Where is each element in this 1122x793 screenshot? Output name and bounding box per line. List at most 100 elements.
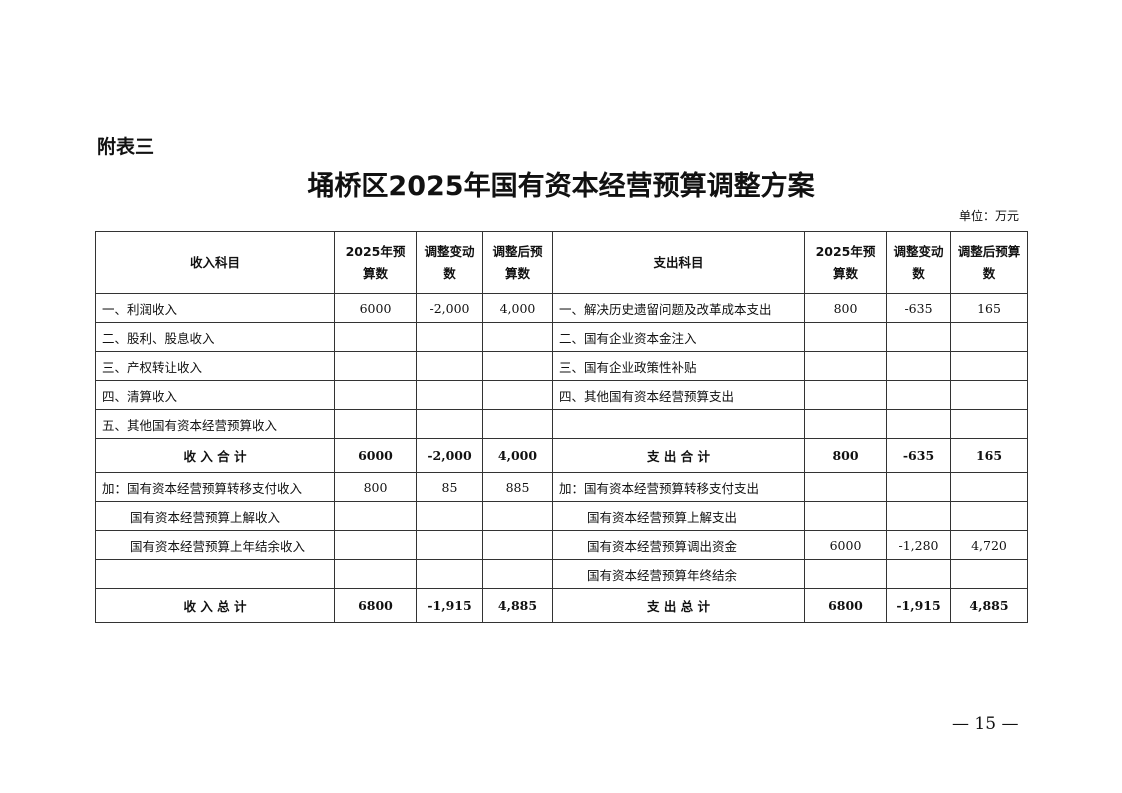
- right-budget-2025-cell: [804, 351, 887, 381]
- header-income-item: 收入科目: [95, 231, 335, 294]
- left-adjusted-budget-cell: 4,000: [482, 438, 553, 473]
- right-budget-2025-cell: [804, 380, 887, 410]
- right-adjusted-budget-cell: 165: [950, 438, 1028, 473]
- left-budget-2025-cell: [334, 501, 417, 531]
- right-budget-2025-cell: [804, 409, 887, 439]
- table-row: 加：国有资本经营预算转移支付收入 800 85 885 加：国有资本经营预算转移支付支出: [95, 472, 1028, 502]
- left-adjusted-budget-cell: 885: [482, 472, 553, 502]
- page-number: — 15 —: [952, 714, 1019, 734]
- header-expense-item: 支出科目: [552, 231, 805, 294]
- right-adjusted-budget-cell: 165: [950, 293, 1028, 323]
- right-adjust-change-cell: -635: [886, 438, 951, 473]
- left-adjust-change-cell: [416, 501, 483, 531]
- right-adjusted-budget-cell: [950, 559, 1028, 589]
- left-item-label: 国有资本经营预算上解收入: [95, 501, 335, 531]
- right-adjust-change-cell: [886, 501, 951, 531]
- table-row: 收 入 合 计 6000 -2,000 4,000 支 出 合 计 800 -635 165: [95, 438, 1028, 473]
- right-item-label: 国有资本经营预算上解支出: [552, 501, 805, 531]
- header-budget-2025: 2025年预算数: [334, 231, 417, 294]
- unit-label: 单位：万元: [958, 209, 1019, 223]
- right-adjust-change-cell: [886, 409, 951, 439]
- left-adjusted-budget-cell: 4,885: [482, 588, 553, 623]
- left-adjusted-budget-cell: [482, 530, 553, 560]
- left-item-label: 三、产权转让收入: [95, 351, 335, 381]
- left-adjusted-budget-cell: [482, 559, 553, 589]
- left-adjusted-budget-cell: [482, 380, 553, 410]
- page-title: 埇桥区2025年国有资本经营预算调整方案: [307, 171, 815, 202]
- right-adjust-change-cell: -1,280: [886, 530, 951, 560]
- left-adjust-change-cell: [416, 351, 483, 381]
- right-budget-2025-cell: [804, 501, 887, 531]
- left-adjusted-budget-cell: [482, 322, 553, 352]
- right-adjusted-budget-cell: 4,885: [950, 588, 1028, 623]
- left-item-label: 收 入 合 计: [95, 438, 335, 473]
- left-adjusted-budget-cell: [482, 351, 553, 381]
- right-item-label: 支 出 合 计: [552, 438, 805, 473]
- right-adjust-change-cell: -1,915: [886, 588, 951, 623]
- left-adjust-change-cell: [416, 380, 483, 410]
- left-adjust-change-cell: [416, 559, 483, 589]
- right-item-label: 支 出 总 计: [552, 588, 805, 623]
- left-adjust-change-cell: [416, 530, 483, 560]
- right-adjust-change-cell: [886, 380, 951, 410]
- right-budget-2025-cell: 6800: [804, 588, 887, 623]
- left-adjusted-budget-cell: 4,000: [482, 293, 553, 323]
- right-adjusted-budget-cell: [950, 501, 1028, 531]
- right-budget-2025-cell: 6000: [804, 530, 887, 560]
- left-budget-2025-cell: [334, 322, 417, 352]
- left-budget-2025-cell: 6000: [334, 293, 417, 323]
- right-adjusted-budget-cell: [950, 472, 1028, 502]
- table-row: 国有资本经营预算上年结余收入 国有资本经营预算调出资金 6000 -1,280 4,72…: [95, 530, 1028, 560]
- table-row: 国有资本经营预算年终结余: [95, 559, 1028, 589]
- right-budget-2025-cell: 800: [804, 438, 887, 473]
- left-budget-2025-cell: [334, 409, 417, 439]
- table-row: 二、股利、股息收入 二、国有企业资本金注入: [95, 322, 1028, 352]
- right-item-label: 一、解决历史遗留问题及改革成本支出: [552, 293, 805, 323]
- header-adjust-change: 调整变动数: [416, 231, 483, 294]
- table-row: 五、其他国有资本经营预算收入: [95, 409, 1028, 439]
- left-adjust-change-cell: [416, 322, 483, 352]
- left-budget-2025-cell: 6000: [334, 438, 417, 473]
- header-adjusted-budget: 调整后预算数: [482, 231, 553, 294]
- left-item-label: 二、股利、股息收入: [95, 322, 335, 352]
- right-item-label: 二、国有企业资本金注入: [552, 322, 805, 352]
- right-adjust-change-cell: [886, 559, 951, 589]
- left-item-label: 一、利润收入: [95, 293, 335, 323]
- left-item-label: 加：国有资本经营预算转移支付收入: [95, 472, 335, 502]
- left-budget-2025-cell: 800: [334, 472, 417, 502]
- right-adjust-change-cell: [886, 472, 951, 502]
- right-budget-2025-cell: [804, 322, 887, 352]
- left-adjust-change-cell: [416, 409, 483, 439]
- left-adjust-change-cell: 85: [416, 472, 483, 502]
- left-budget-2025-cell: [334, 351, 417, 381]
- left-budget-2025-cell: [334, 559, 417, 589]
- left-item-label: 五、其他国有资本经营预算收入: [95, 409, 335, 439]
- right-budget-2025-cell: 800: [804, 293, 887, 323]
- right-budget-2025-cell: [804, 472, 887, 502]
- left-item-label: 收 入 总 计: [95, 588, 335, 623]
- left-adjust-change-cell: -1,915: [416, 588, 483, 623]
- header-adjusted-budget: 调整后预算数: [950, 231, 1028, 294]
- right-adjusted-budget-cell: [950, 409, 1028, 439]
- appendix-label: 附表三: [97, 136, 155, 158]
- right-adjust-change-cell: [886, 322, 951, 352]
- table-row: 一、利润收入 6000 -2,000 4,000 一、解决历史遗留问题及改革成本支出 80…: [95, 293, 1028, 323]
- budget-table: 收入科目 2025年预算数 调整变动数 调整后预算数 支出科目 2025年预算数…: [95, 231, 1028, 623]
- table-row: 国有资本经营预算上解收入 国有资本经营预算上解支出: [95, 501, 1028, 531]
- table-row: 四、清算收入 四、其他国有资本经营预算支出: [95, 380, 1028, 410]
- right-adjusted-budget-cell: 4,720: [950, 530, 1028, 560]
- right-item-label: 国有资本经营预算年终结余: [552, 559, 805, 589]
- left-item-label: [95, 559, 335, 589]
- table-header-row: 收入科目 2025年预算数 调整变动数 调整后预算数 支出科目 2025年预算数…: [95, 231, 1028, 294]
- right-adjusted-budget-cell: [950, 351, 1028, 381]
- right-adjust-change-cell: [886, 351, 951, 381]
- left-adjusted-budget-cell: [482, 501, 553, 531]
- left-adjusted-budget-cell: [482, 409, 553, 439]
- left-budget-2025-cell: [334, 530, 417, 560]
- left-budget-2025-cell: 6800: [334, 588, 417, 623]
- table-row: 三、产权转让收入 三、国有企业政策性补贴: [95, 351, 1028, 381]
- right-adjusted-budget-cell: [950, 322, 1028, 352]
- left-item-label: 国有资本经营预算上年结余收入: [95, 530, 335, 560]
- right-item-label: 四、其他国有资本经营预算支出: [552, 380, 805, 410]
- right-item-label: [552, 409, 805, 439]
